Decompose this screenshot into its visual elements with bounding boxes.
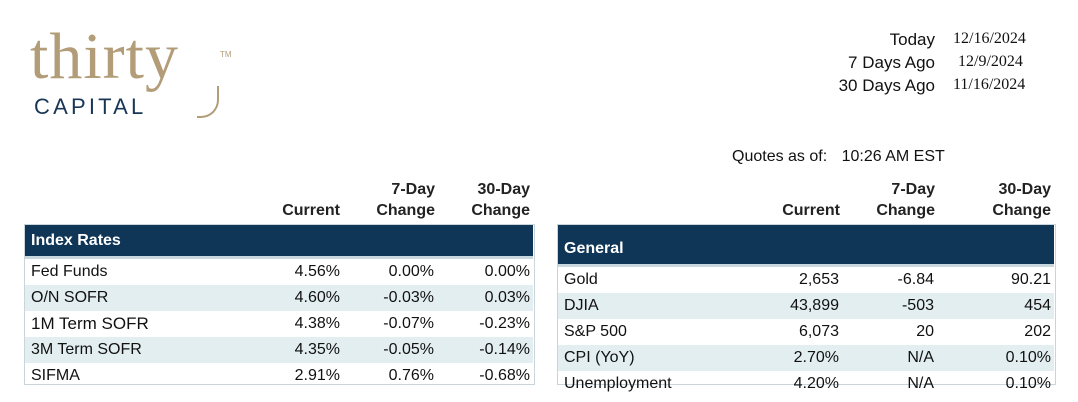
table-row: DJIA 43,899 -503 454 [558, 293, 1054, 319]
header-line: Change [376, 202, 435, 219]
date-label: 7 Days Ago [848, 53, 935, 72]
right-header-current: Current [782, 202, 840, 219]
table-row: SIFMA 2.91% 0.76% -0.68% [25, 363, 533, 389]
current-value: 4.56% [294, 263, 340, 280]
logo-wordmark: thirty [30, 20, 179, 93]
current-value: 43,899 [733, 293, 842, 319]
header-line: 30-Day [477, 181, 530, 198]
table-row: Fed Funds 4.56% 0.00% 0.00% [25, 258, 533, 286]
current-value: 6,073 [798, 323, 839, 340]
change-7day: 20 [916, 323, 934, 340]
header-line: Change [876, 202, 935, 219]
change-30day: 0.10% [937, 345, 1054, 371]
left-header-7day: 7-Day Change [350, 179, 435, 221]
row-label: Unemployment [564, 375, 672, 392]
current-value: 2.70% [733, 345, 842, 371]
table-row: Unemployment 4.20% N/A 0.10% [558, 371, 1054, 397]
thirty-capital-logo: thirty TM CAPITAL [30, 24, 240, 125]
row-label: CPI (YoY) [558, 345, 733, 371]
current-value: 4.38% [294, 315, 340, 332]
row-label: 3M Term SOFR [25, 337, 225, 363]
current-value: 2.91% [294, 367, 340, 384]
date-row-30-days: 30 Days Ago 11/16/2024 [0, 76, 1078, 98]
header-line: 30-Day [998, 181, 1051, 198]
row-label: SIFMA [31, 367, 80, 384]
change-7day: -503 [842, 293, 937, 319]
table-row: 1M Term SOFR 4.38% -0.07% -0.23% [25, 311, 533, 337]
table-row: S&P 500 6,073 20 202 [558, 319, 1054, 345]
change-30day: 0.03% [437, 285, 533, 311]
header-line: 7-Day [391, 181, 435, 198]
logo-trademark: TM [220, 50, 232, 59]
index-rates-table: Index Rates Fed Funds 4.56% 0.00% 0.00% … [25, 225, 533, 389]
logo-subtitle: CAPITAL [34, 94, 147, 119]
quotes-timestamp: Quotes as of: 10:26 AM EST [732, 148, 945, 166]
change-30day: -0.68% [479, 367, 530, 384]
table-row: Gold 2,653 -6.84 90.21 [558, 266, 1054, 294]
change-30day: 0.10% [1005, 375, 1051, 392]
table-row: 3M Term SOFR 4.35% -0.05% -0.14% [25, 337, 533, 363]
current-value: 4.35% [225, 337, 343, 363]
current-value: 4.20% [793, 375, 839, 392]
date-row-today: Today 12/16/2024 [0, 30, 1078, 52]
row-label: DJIA [558, 293, 733, 319]
index-rates-title: Index Rates [25, 225, 533, 259]
quotes-label: Quotes as of: [732, 148, 828, 165]
change-7day: -0.07% [383, 315, 434, 332]
change-7day: 0.00% [388, 263, 434, 280]
general-table: General Gold 2,653 -6.84 90.21 DJIA 43,8… [558, 225, 1054, 397]
row-label: Gold [564, 271, 598, 288]
header-line: Change [992, 202, 1051, 219]
change-30day: 0.00% [484, 263, 530, 280]
general-title: General [558, 225, 1054, 267]
index-rates-header: Index Rates [25, 225, 533, 259]
table-row: O/N SOFR 4.60% -0.03% 0.03% [25, 285, 533, 311]
change-7day: -6.84 [897, 271, 934, 288]
change-7day: 0.76% [388, 367, 434, 384]
right-header-7day: 7-Day Change [850, 179, 935, 221]
change-7day: -0.05% [343, 337, 437, 363]
date-row-7-days: 7 Days Ago 12/9/2024 [0, 53, 1078, 75]
change-7day: N/A [907, 375, 934, 392]
row-label: Fed Funds [31, 263, 108, 280]
change-30day: 454 [937, 293, 1054, 319]
date-value: 11/16/2024 [953, 76, 1026, 93]
current-value: 2,653 [798, 271, 839, 288]
change-30day: 202 [1024, 323, 1051, 340]
change-7day: -0.03% [343, 285, 437, 311]
date-label: Today [889, 30, 935, 49]
row-label: O/N SOFR [25, 285, 225, 311]
general-frame [557, 224, 1056, 385]
date-label: 30 Days Ago [838, 76, 935, 95]
quotes-time: 10:26 AM EST [841, 148, 945, 165]
index-rates-frame [24, 224, 535, 385]
left-header-current: Current [282, 202, 340, 219]
current-value: 4.60% [225, 285, 343, 311]
date-value: 12/16/2024 [953, 30, 1026, 47]
row-label: S&P 500 [564, 323, 627, 340]
general-header: General [558, 225, 1054, 267]
date-value: 12/9/2024 [958, 53, 1023, 70]
change-30day: -0.23% [479, 315, 530, 332]
row-label: 1M Term SOFR [31, 314, 149, 333]
change-30day: -0.14% [437, 337, 533, 363]
right-header-30day: 30-Day Change [965, 179, 1051, 221]
table-row: CPI (YoY) 2.70% N/A 0.10% [558, 345, 1054, 371]
change-30day: 90.21 [1010, 271, 1051, 288]
change-7day: N/A [842, 345, 937, 371]
header-line: 7-Day [891, 181, 935, 198]
header-line: Change [471, 202, 530, 219]
left-header-30day: 30-Day Change [445, 179, 530, 221]
